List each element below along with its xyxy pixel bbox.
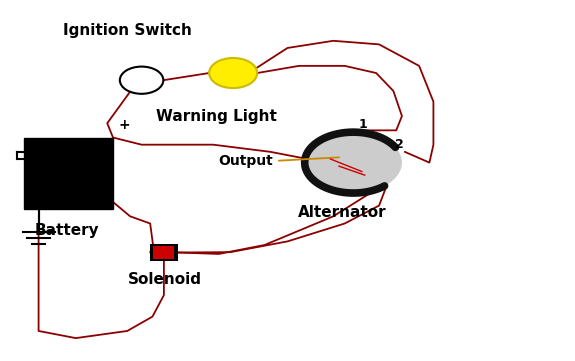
Text: 1: 1: [359, 118, 367, 131]
Text: 2: 2: [394, 138, 404, 151]
Circle shape: [120, 66, 163, 94]
Text: Solenoid: Solenoid: [128, 271, 201, 287]
Text: Alternator: Alternator: [297, 205, 386, 220]
FancyBboxPatch shape: [153, 247, 174, 259]
Text: Warning Light: Warning Light: [155, 109, 277, 123]
Circle shape: [305, 132, 402, 193]
Text: Battery: Battery: [35, 223, 99, 238]
FancyBboxPatch shape: [24, 138, 113, 209]
Text: Ignition Switch: Ignition Switch: [63, 22, 191, 38]
Text: Output: Output: [218, 154, 273, 168]
Circle shape: [209, 58, 257, 88]
Text: +: +: [118, 118, 130, 132]
FancyBboxPatch shape: [150, 244, 178, 261]
